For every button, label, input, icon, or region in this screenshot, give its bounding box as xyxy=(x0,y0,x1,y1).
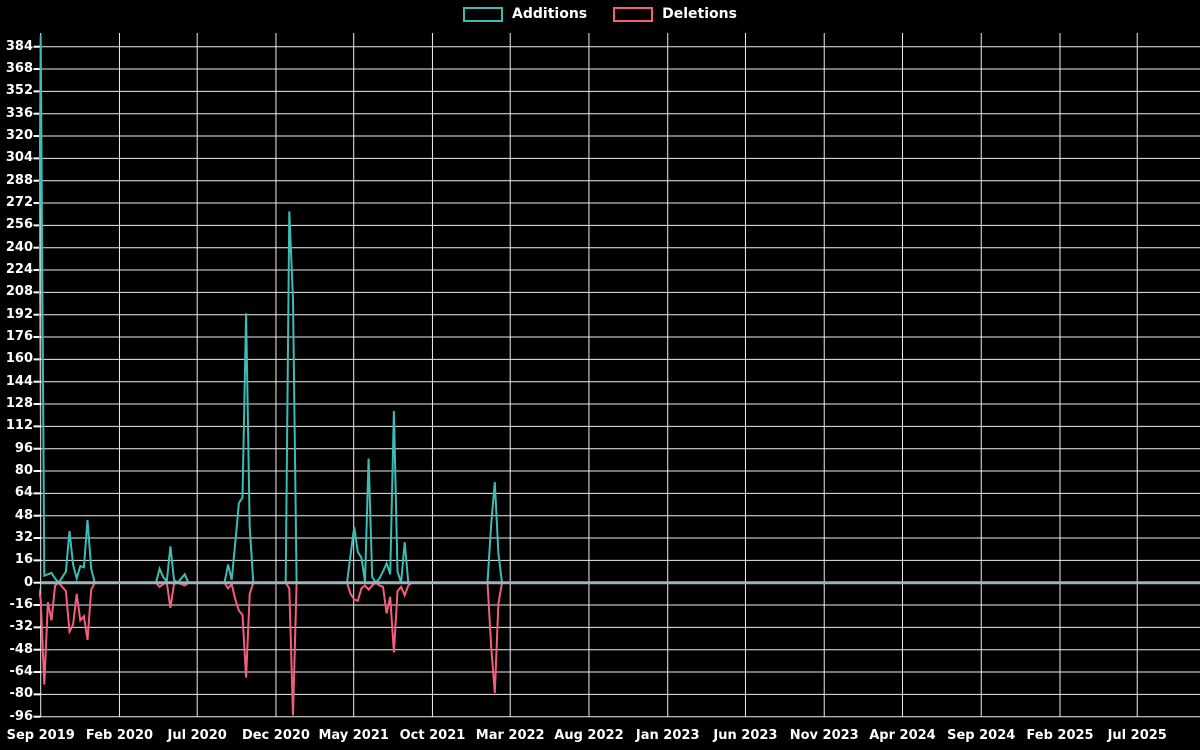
x-tick-label: Dec 2020 xyxy=(241,728,310,743)
additions-line xyxy=(39,35,1200,585)
y-tick-label: 272 xyxy=(5,195,33,211)
y-tick-label: 112 xyxy=(5,418,33,434)
x-tick-label: Sep 2024 xyxy=(947,728,1016,743)
y-tick-label: 96 xyxy=(14,440,33,456)
x-tick-label: Jun 2023 xyxy=(713,728,778,743)
legend-label-deletions: Deletions xyxy=(662,6,737,22)
y-tick-label: 32 xyxy=(14,530,33,546)
x-tick-label: Feb 2020 xyxy=(85,728,154,743)
y-tick-label: -48 xyxy=(9,641,34,657)
y-tick-label: 304 xyxy=(5,150,33,166)
legend-label-additions: Additions xyxy=(512,6,588,22)
y-tick-label: 80 xyxy=(14,463,33,479)
x-tick-label: Sep 2019 xyxy=(6,728,75,743)
y-tick-label: 208 xyxy=(5,284,33,300)
deletions-swatch-icon xyxy=(613,6,654,22)
y-tick-label: 368 xyxy=(5,61,33,77)
x-tick-label: Feb 2025 xyxy=(1026,728,1094,743)
y-tick-label: 176 xyxy=(5,329,33,345)
y-tick-label: 240 xyxy=(5,239,33,255)
x-tick-label: Aug 2022 xyxy=(554,728,624,743)
x-tick-label: Oct 2021 xyxy=(399,728,466,743)
y-tick-label: 320 xyxy=(5,128,33,144)
x-tick-label: Jul 2020 xyxy=(167,728,227,743)
x-tick-label: May 2021 xyxy=(318,728,389,743)
y-tick-label: 160 xyxy=(5,351,33,367)
y-tick-label: 64 xyxy=(14,485,33,501)
y-tick-label: 336 xyxy=(5,105,33,121)
x-tick-label: Nov 2023 xyxy=(789,728,859,743)
legend: Additions Deletions xyxy=(0,6,1200,22)
y-tick-label: 224 xyxy=(5,262,33,278)
y-tick-label: 144 xyxy=(5,373,33,389)
y-tick-label: 288 xyxy=(5,172,33,188)
x-tick-label: Apr 2024 xyxy=(869,728,936,743)
y-tick-label: 256 xyxy=(5,217,33,233)
additions-swatch-icon xyxy=(463,6,504,22)
y-tick-label: 128 xyxy=(5,396,33,412)
y-tick-label: 352 xyxy=(5,83,33,99)
x-tick-label: Jul 2025 xyxy=(1107,728,1167,743)
y-tick-label: 384 xyxy=(5,38,33,54)
y-tick-label: 16 xyxy=(14,552,33,568)
y-tick-label: -80 xyxy=(9,686,34,702)
y-tick-label: -16 xyxy=(9,597,34,613)
deletions-line xyxy=(39,581,1200,716)
x-tick-label: Jan 2023 xyxy=(635,728,700,743)
y-tick-label: -64 xyxy=(9,664,34,680)
y-tick-label: 0 xyxy=(23,574,33,590)
y-tick-label: -32 xyxy=(9,619,34,635)
y-tick-label: -96 xyxy=(9,708,34,724)
x-tick-label: Mar 2022 xyxy=(475,728,545,743)
y-tick-label: 192 xyxy=(5,306,33,322)
y-tick-label: 48 xyxy=(14,507,33,523)
legend-item-additions: Additions xyxy=(463,6,587,22)
legend-item-deletions: Deletions xyxy=(613,6,737,22)
